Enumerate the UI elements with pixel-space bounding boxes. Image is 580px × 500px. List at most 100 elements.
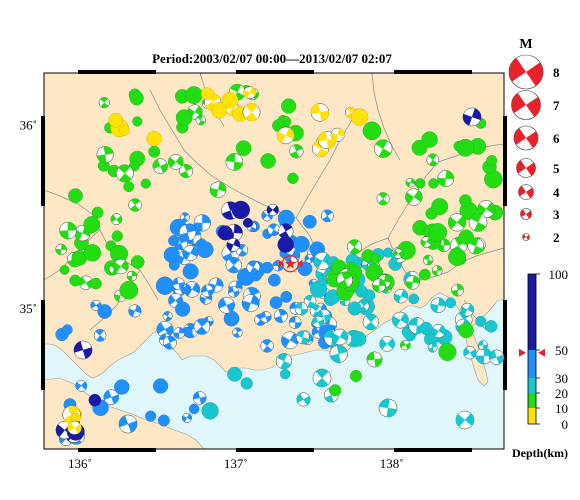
earthquake-beachball — [376, 192, 390, 206]
earthquake-beachball — [59, 221, 77, 240]
earthquake-beachball — [129, 91, 144, 106]
earthquake-beachball — [419, 321, 433, 335]
earthquake-beachball — [243, 217, 253, 228]
earthquake-beachball — [267, 223, 280, 236]
earthquake-beachball — [211, 102, 228, 119]
earthquake-beachball — [486, 155, 498, 167]
earthquake-beachball — [231, 200, 250, 220]
earthquake-beachball — [355, 285, 368, 298]
earthquake-beachball — [288, 316, 302, 329]
depth-color-band — [528, 378, 536, 393]
earthquake-beachball — [275, 352, 293, 370]
earthquake-beachball — [115, 164, 134, 183]
earthquake-beachball — [157, 414, 170, 427]
earthquake-beachball — [393, 248, 404, 259]
earthquake-beachball — [294, 302, 309, 316]
depth-color-band — [528, 408, 536, 424]
earthquake-beachball — [366, 351, 383, 368]
earthquake-beachball — [349, 370, 362, 382]
earthquake-beachball — [347, 239, 362, 255]
earthquake-beachball — [128, 304, 142, 318]
earthquake-beachball — [468, 213, 488, 232]
magnitude-legend-item: 7 — [511, 90, 560, 120]
earthquake-beachball — [431, 198, 449, 216]
earthquake-beachball — [280, 369, 291, 380]
earthquake-beachball — [313, 251, 332, 271]
earthquake-beachball — [235, 140, 252, 156]
earthquake-beachball — [201, 402, 219, 420]
earthquake-beachball — [118, 414, 138, 434]
earthquake-beachball — [428, 223, 447, 242]
earthquake-beachball — [71, 250, 88, 266]
earthquake-beachball — [188, 403, 200, 415]
earthquake-beachball — [459, 194, 472, 207]
earthquake-beachball — [221, 91, 239, 109]
earthquake-beachball — [228, 286, 240, 298]
magnitude-legend-label: 2 — [553, 230, 560, 245]
earthquake-beachball — [201, 87, 214, 101]
earthquake-beachball — [321, 209, 334, 223]
earthquake-beachball — [71, 412, 81, 423]
earthquake-beachball — [175, 109, 193, 126]
earthquake-beachball — [130, 255, 145, 269]
earthquake-beachball — [391, 311, 409, 329]
earthquake-beachball — [123, 181, 134, 192]
earthquake-beachball — [108, 112, 123, 128]
main-event-marker — [278, 255, 303, 273]
earthquake-beachball — [374, 139, 393, 158]
earthquake-beachball — [195, 114, 206, 126]
earthquake-beachball — [296, 392, 311, 407]
earthquake-beachball — [437, 170, 455, 187]
earthquake-beachball — [289, 144, 304, 159]
earthquake-beachball — [269, 296, 283, 309]
earthquake-beachball — [98, 97, 110, 109]
earthquake-beachball — [362, 121, 382, 141]
earthquake-beachball — [310, 103, 330, 122]
earthquake-beachball — [448, 248, 467, 266]
earthquake-beachball — [438, 343, 457, 361]
earthquake-beachball — [467, 237, 484, 255]
earthquake-beachball — [246, 260, 261, 275]
earthquake-beachball — [458, 322, 474, 339]
earthquake-beachball — [175, 301, 191, 317]
earthquake-beachball — [422, 254, 434, 266]
earthquake-beachball — [273, 309, 288, 323]
earthquake-beachball — [272, 260, 284, 272]
earthquake-beachball — [90, 277, 102, 290]
depth-tick-label: 10 — [555, 401, 568, 416]
depth-color-band — [528, 393, 536, 408]
earthquake-beachball — [445, 297, 456, 309]
earthquake-beachball — [266, 203, 279, 216]
earthquake-beachball — [88, 393, 102, 407]
earthquake-beachball — [209, 181, 227, 199]
magnitude-legend: M 8 7 6 5 4 3 2 — [508, 37, 560, 245]
earthquake-beachball — [408, 293, 420, 305]
earthquake-beachball — [217, 225, 233, 241]
depth-tick-label: 0 — [562, 417, 569, 432]
earthquake-beachball — [451, 283, 464, 297]
earthquake-beachball — [277, 209, 295, 227]
earthquake-beachball — [103, 389, 120, 405]
earthquake-beachball — [83, 244, 101, 262]
earthquake-beachball — [162, 335, 177, 350]
earthquake-beachball — [155, 276, 174, 295]
earthquake-beachball — [378, 398, 398, 418]
magnitude-legend-label: 8 — [553, 65, 560, 80]
earthquake-beachball — [168, 235, 180, 247]
earthquake-beachball — [152, 158, 168, 174]
magnitude-legend-item: 8 — [508, 54, 560, 90]
earthquake-beachball — [428, 178, 439, 189]
earthquake-beachball — [128, 198, 142, 212]
earthquake-beachball — [182, 326, 193, 337]
earthquake-beachball — [172, 277, 185, 290]
earthquake-beachball — [455, 410, 475, 430]
earthquake-beachball — [276, 126, 295, 145]
earthquake-beachball — [223, 310, 240, 327]
earthquake-beachball — [59, 265, 70, 275]
magnitude-legend-label: 3 — [553, 207, 560, 222]
earthquake-beachball — [182, 245, 199, 262]
earthquake-beachball — [83, 216, 101, 233]
earthquake-beachball — [67, 420, 82, 435]
depth-unit-label: Depth(km) — [512, 446, 568, 460]
earthquake-beachball — [140, 178, 151, 189]
